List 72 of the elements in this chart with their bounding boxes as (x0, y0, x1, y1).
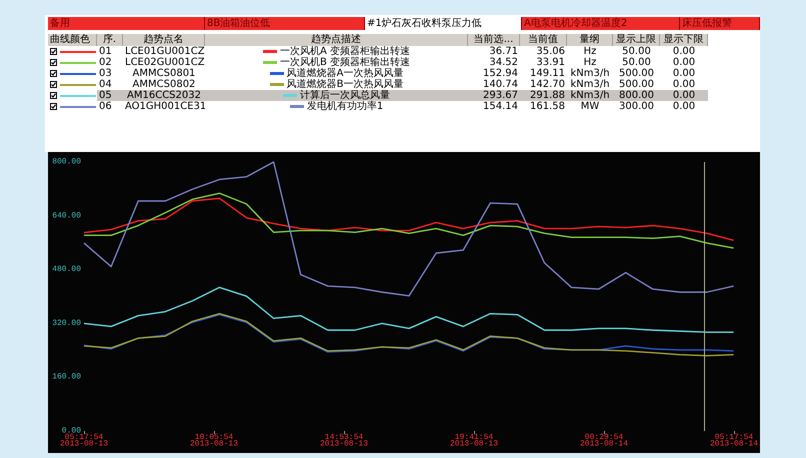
text: 显示上限 (613, 34, 660, 46)
text: 当前值 (520, 34, 567, 46)
text: 0.00 (672, 90, 696, 101)
text: MW (580, 101, 600, 112)
y-tick-label: 800.00 (52, 158, 82, 166)
text: #1炉石灰石收料泵压力低 (365, 17, 522, 30)
text: 01 (98, 46, 113, 57)
text: 36.71 (488, 46, 519, 57)
legend-label: 风道燃烧器A一次热风风量 (286, 68, 404, 79)
text: 300.00 (618, 101, 655, 112)
text: 2013-08-13 (450, 440, 498, 448)
line-series (83, 161, 734, 297)
text: 显示下限 (660, 34, 708, 46)
text: 趋势点描述 (205, 34, 468, 46)
text: 当前选... (468, 34, 520, 46)
text: A电泵电机冷却器温度2 (522, 17, 680, 30)
legend-label: 风道燃烧器B一次热风风量 (286, 79, 404, 90)
text: Hz (582, 57, 598, 68)
text: 500.00 (618, 68, 655, 79)
text: AMMCS0801 (132, 68, 196, 79)
text: LCE02GU001CZ (124, 57, 205, 68)
text: 161.58 (529, 101, 566, 112)
text: 2013-08-13 (190, 440, 238, 448)
text: 35.06 (535, 46, 566, 57)
text: 2013-08-13 (320, 440, 368, 448)
text: 05 (98, 90, 113, 101)
text: kNm3/h (569, 68, 611, 79)
text: 149.11 (529, 68, 566, 79)
text: 2013-08-13 (60, 440, 108, 448)
text: 152.94 (482, 68, 519, 79)
y-tick-label: 480.00 (52, 265, 82, 274)
y-tick-label: 640.00 (52, 211, 82, 220)
text: 8B油箱油位低 (205, 17, 365, 30)
text: 04 (98, 79, 113, 90)
text: 0.00 (672, 101, 696, 112)
y-tick-label: 320.00 (52, 318, 82, 328)
text: 趋势点名 (123, 34, 205, 46)
text: 量纲 (567, 34, 613, 46)
text: 50.00 (621, 46, 652, 57)
text: 床压低报警 (680, 17, 760, 30)
text: 33.91 (535, 57, 566, 68)
text: 02 (98, 57, 113, 68)
text: 2013-08-14 (710, 440, 758, 448)
line-series (83, 198, 734, 242)
text: kNm3/h (569, 79, 611, 90)
text: 50.00 (621, 57, 652, 68)
text: 06 (98, 101, 113, 112)
text: AM16CCS2032 (126, 90, 202, 101)
text: kNm3/h (569, 90, 611, 101)
text: 03 (98, 68, 113, 79)
legend-label: 计算后一次风总风量 (300, 90, 390, 101)
text: 2013-08-14 (580, 440, 628, 448)
text: 154.14 (482, 101, 519, 112)
text: 0.00 (672, 79, 696, 90)
text: 备用 (48, 17, 205, 30)
line-series (83, 286, 734, 333)
text: 34.52 (488, 57, 519, 68)
text: 800.00 (618, 90, 655, 101)
text: 142.70 (529, 79, 566, 90)
text: 293.67 (482, 90, 519, 101)
text: AO1GH001CE31 (124, 101, 206, 112)
line-series (83, 192, 734, 249)
text: 291.88 (529, 90, 566, 101)
text: 0.00 (672, 68, 696, 79)
text: AMMCS0802 (132, 79, 196, 90)
text: 0.00 (672, 46, 696, 57)
text: 500.00 (618, 79, 655, 90)
text: 140.74 (482, 79, 519, 90)
y-tick-label: 160.00 (52, 372, 82, 382)
text: LCE01GU001CZ (124, 46, 205, 57)
text: 0.00 (672, 57, 696, 68)
text: Hz (582, 46, 598, 57)
